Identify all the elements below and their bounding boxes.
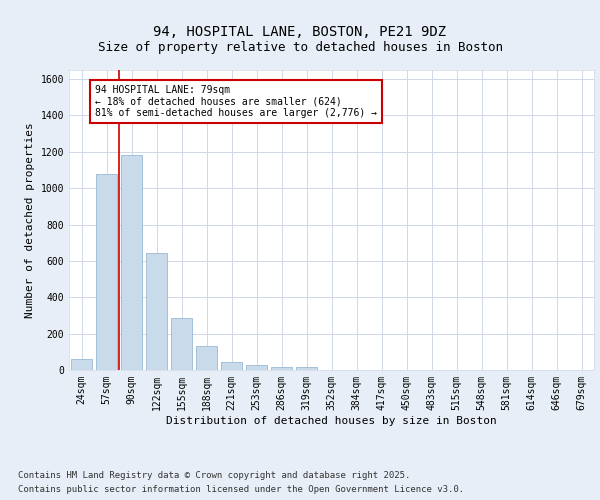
- Bar: [146, 252, 167, 370]
- Text: 94, HOSPITAL LANE, BOSTON, PE21 9DZ: 94, HOSPITAL LANE, BOSTON, PE21 9DZ: [154, 26, 446, 40]
- Bar: [121, 156, 142, 370]
- Bar: [196, 346, 217, 370]
- Bar: [296, 368, 317, 370]
- Text: 94 HOSPITAL LANE: 79sqm
← 18% of detached houses are smaller (624)
81% of semi-d: 94 HOSPITAL LANE: 79sqm ← 18% of detache…: [95, 84, 377, 117]
- Text: Contains public sector information licensed under the Open Government Licence v3: Contains public sector information licen…: [18, 484, 464, 494]
- Y-axis label: Number of detached properties: Number of detached properties: [25, 122, 35, 318]
- Bar: [221, 362, 242, 370]
- Text: Size of property relative to detached houses in Boston: Size of property relative to detached ho…: [97, 41, 503, 54]
- Bar: [71, 359, 92, 370]
- Text: Contains HM Land Registry data © Crown copyright and database right 2025.: Contains HM Land Registry data © Crown c…: [18, 472, 410, 480]
- X-axis label: Distribution of detached houses by size in Boston: Distribution of detached houses by size …: [166, 416, 497, 426]
- Bar: [271, 366, 292, 370]
- Bar: [246, 366, 267, 370]
- Bar: [96, 174, 117, 370]
- Bar: [171, 318, 192, 370]
